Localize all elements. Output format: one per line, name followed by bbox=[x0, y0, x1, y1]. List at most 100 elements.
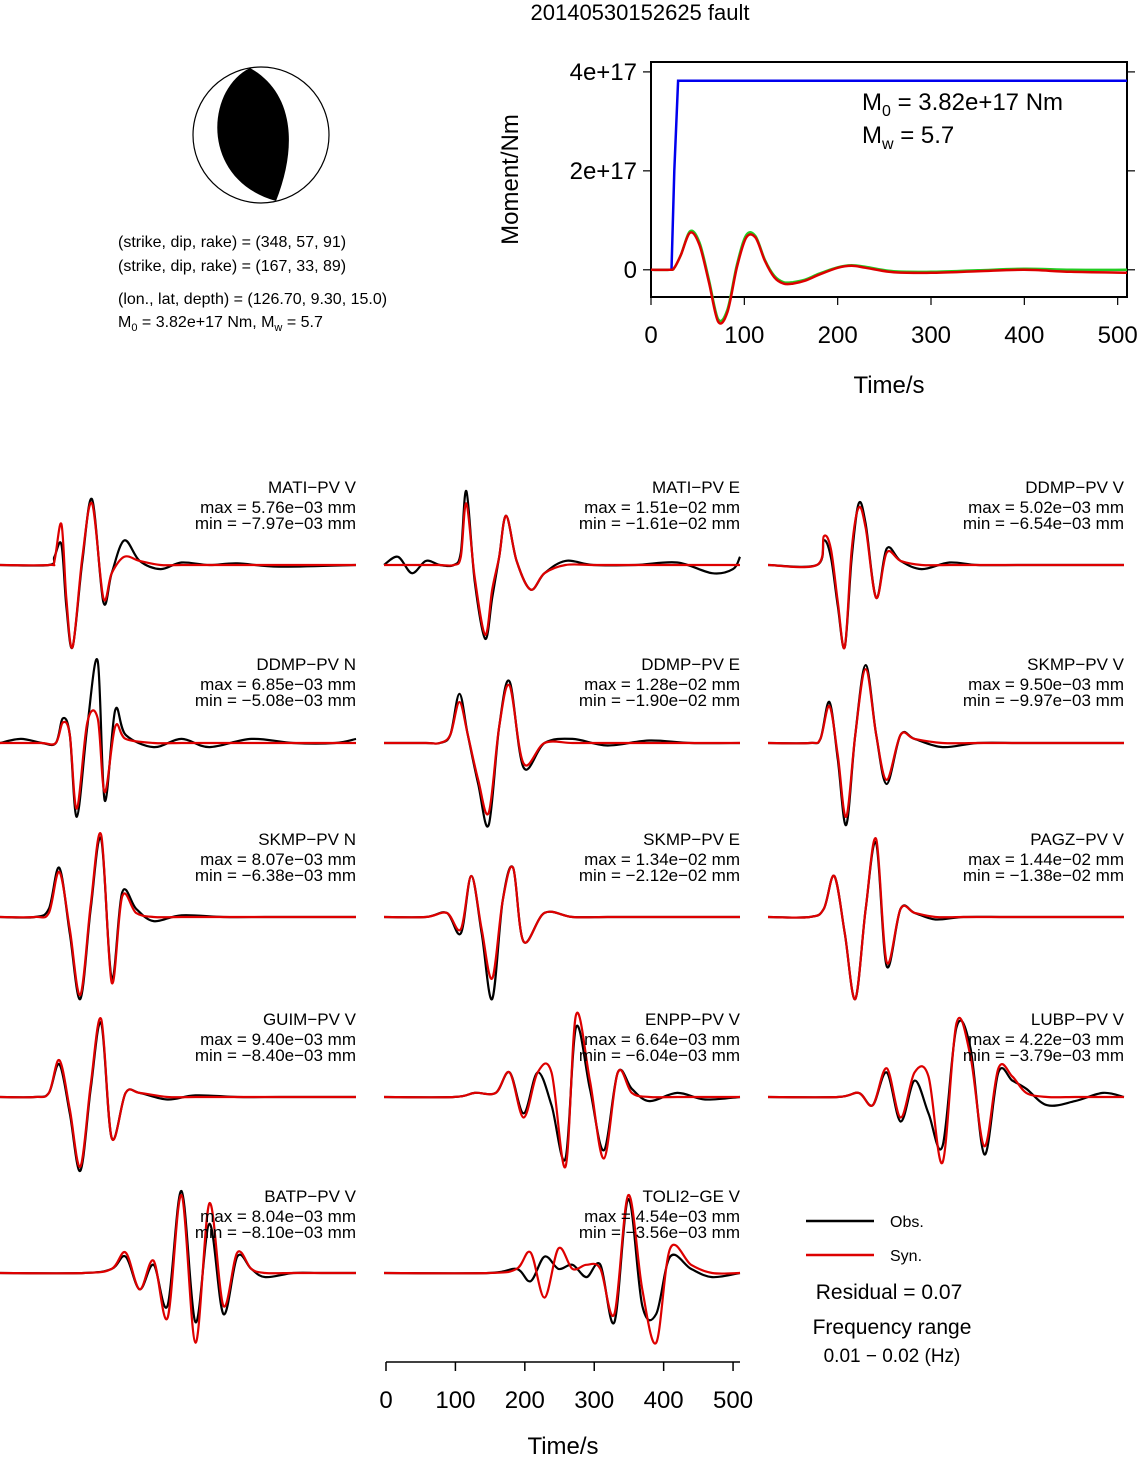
station-max: max = 9.50e−03 mm bbox=[968, 675, 1124, 694]
station-min: min = −3.79e−03 mm bbox=[963, 1046, 1124, 1065]
focal-info: (strike, dip, rake) = (348, 57, 91) (str… bbox=[118, 234, 387, 334]
station-min: min = −3.56e−03 mm bbox=[579, 1223, 740, 1242]
trace-synthetic bbox=[383, 1011, 740, 1169]
trace-synthetic bbox=[0, 831, 356, 997]
frequency-range-title: Frequency range bbox=[813, 1316, 972, 1339]
moment-series-red bbox=[650, 231, 1128, 325]
station-min: min = −6.38e−03 mm bbox=[195, 866, 356, 885]
trace-synthetic bbox=[767, 505, 1124, 650]
trace-synthetic bbox=[0, 709, 356, 810]
moment-xtick-label: 500 bbox=[1098, 322, 1137, 349]
trace-synthetic bbox=[0, 501, 356, 649]
wave-xtick-label: 200 bbox=[505, 1387, 545, 1414]
station-max: max = 5.02e−03 mm bbox=[968, 498, 1124, 517]
moment-m0-label: M0 = 3.82e+17 Nm bbox=[862, 89, 1063, 120]
station-label: DDMP−PV V bbox=[1025, 478, 1124, 497]
moment-xlabel: Time/s bbox=[853, 372, 924, 399]
station-label: DDMP−PV E bbox=[641, 655, 740, 674]
station-label: MATI−PV E bbox=[652, 478, 740, 497]
station-label: TOLI2−GE V bbox=[643, 1187, 741, 1206]
station-max: max = 8.04e−03 mm bbox=[200, 1207, 356, 1226]
trace-observed bbox=[0, 1189, 356, 1324]
moment-xtick-label: 100 bbox=[724, 322, 764, 349]
focal-line-1: (strike, dip, rake) = (348, 57, 91) bbox=[118, 234, 346, 251]
moment-ytick-label: 2e+17 bbox=[570, 158, 637, 185]
station-min: min = −6.54e−03 mm bbox=[963, 514, 1124, 533]
legend-syn-label: Syn. bbox=[890, 1248, 922, 1265]
wave-xtick-label: 500 bbox=[713, 1387, 753, 1414]
station-max: max = 6.85e−03 mm bbox=[200, 675, 356, 694]
moment-annotation: M0 = 3.82e+17 Nm Mw = 5.7 bbox=[862, 89, 1063, 153]
moment-xtick-label: 200 bbox=[818, 322, 858, 349]
beachball bbox=[192, 66, 330, 204]
moment-plot-frame bbox=[650, 61, 1128, 298]
station-label: ENPP−PV V bbox=[645, 1010, 741, 1029]
station-min: min = −1.38e−02 mm bbox=[963, 866, 1124, 885]
moment-ytick-label: 0 bbox=[624, 257, 637, 284]
station-max: max = 1.34e−02 mm bbox=[584, 850, 740, 869]
station-label: SKMP−PV N bbox=[258, 830, 356, 849]
station-max: max = 1.51e−02 mm bbox=[584, 498, 740, 517]
moment-function-plot: 0 2e+17 4e+17 0 100 200 300 400 500 Time/s Moment/… bbox=[497, 59, 1137, 399]
frequency-range-value: 0.01 − 0.02 (Hz) bbox=[824, 1346, 961, 1367]
trace-observed bbox=[383, 865, 740, 1001]
station-min: min = −5.08e−03 mm bbox=[195, 691, 356, 710]
wave-xtick-label: 300 bbox=[574, 1387, 614, 1414]
station-min: min = −6.04e−03 mm bbox=[579, 1046, 740, 1065]
moment-mw-label: Mw = 5.7 bbox=[862, 122, 954, 153]
station-label: MATI−PV V bbox=[268, 478, 357, 497]
station-max: max = 1.28e−02 mm bbox=[584, 675, 740, 694]
moment-xtick-label: 400 bbox=[1004, 322, 1044, 349]
moment-xtick-label: 300 bbox=[911, 322, 951, 349]
station-label: SKMP−PV V bbox=[1027, 655, 1125, 674]
station-max: max = 6.64e−03 mm bbox=[584, 1030, 740, 1049]
trace-synthetic bbox=[767, 1016, 1124, 1165]
focal-line-2: (strike, dip, rake) = (167, 33, 89) bbox=[118, 258, 346, 275]
station-min: min = −8.40e−03 mm bbox=[195, 1046, 356, 1065]
wave-xlabel: Time/s bbox=[527, 1433, 598, 1457]
residual-label: Residual = 0.07 bbox=[816, 1281, 963, 1304]
wave-xtick-label: 0 bbox=[379, 1387, 392, 1414]
wave-xtick-label: 100 bbox=[435, 1387, 475, 1414]
trace-synthetic bbox=[384, 683, 740, 816]
moment-xtick-label: 0 bbox=[644, 322, 657, 349]
station-max: max = 5.76e−03 mm bbox=[200, 498, 356, 517]
wave-xtick-label: 400 bbox=[644, 1387, 684, 1414]
station-min: min = −2.12e−02 mm bbox=[579, 866, 740, 885]
waveform-time-axis: 0 100 200 300 400 500 Time/s bbox=[379, 1361, 753, 1457]
station-label: GUIM−PV V bbox=[263, 1010, 357, 1029]
station-min: min = −1.61e−02 mm bbox=[579, 514, 740, 533]
legend: Obs. Syn. Residual = 0.07 Frequency rang… bbox=[806, 1214, 971, 1367]
legend-obs-label: Obs. bbox=[890, 1214, 924, 1231]
station-label: DDMP−PV N bbox=[256, 655, 356, 674]
moment-ylabel: Moment/Nm bbox=[497, 114, 524, 245]
station-min: min = −8.10e−03 mm bbox=[195, 1223, 356, 1242]
page-title: 20140530152625 fault bbox=[531, 0, 750, 25]
trace-synthetic bbox=[767, 837, 1124, 1001]
station-min: min = −9.97e−03 mm bbox=[963, 691, 1124, 710]
focal-line-4: M0 = 3.82e+17 Nm, Mw = 5.7 bbox=[118, 314, 323, 334]
station-max: max = 8.07e−03 mm bbox=[200, 850, 356, 869]
station-label: SKMP−PV E bbox=[643, 830, 740, 849]
moment-ytick-label: 4e+17 bbox=[570, 59, 637, 86]
trace-synthetic bbox=[383, 1193, 741, 1345]
trace-synthetic bbox=[383, 502, 740, 636]
trace-synthetic bbox=[0, 1193, 356, 1344]
moment-series-green bbox=[650, 229, 1128, 323]
trace-synthetic bbox=[383, 865, 740, 980]
station-max: max = 4.22e−03 mm bbox=[968, 1030, 1124, 1049]
